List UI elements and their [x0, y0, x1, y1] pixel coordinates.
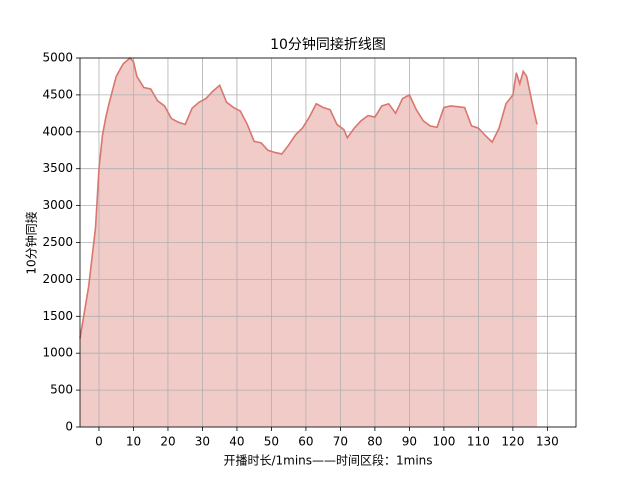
- x-tick-label: 50: [264, 435, 279, 449]
- x-tick-label: 10: [126, 435, 141, 449]
- x-tick-label: 40: [229, 435, 244, 449]
- y-tick-label: 4000: [42, 124, 73, 138]
- x-tick-label: 110: [467, 435, 490, 449]
- line: [79, 56, 538, 339]
- plot-frame: [79, 57, 577, 428]
- x-tick-label: 90: [402, 435, 417, 449]
- x-tick-label: 70: [333, 435, 348, 449]
- y-tick-label: 5000: [42, 51, 73, 65]
- x-tick-label: 20: [160, 435, 175, 449]
- y-tick-label: 2500: [42, 235, 73, 249]
- x-tick-label: 120: [501, 435, 524, 449]
- x-tick-label: 100: [432, 435, 455, 449]
- y-tick-label: 0: [65, 420, 73, 434]
- y-tick-label: 3000: [42, 198, 73, 212]
- x-tick-label: 60: [298, 435, 313, 449]
- y-tick-label: 2000: [42, 272, 73, 286]
- x-axis-label: 开播时长/1mins——时间区段：1mins: [223, 453, 432, 468]
- y-tick-label: 1000: [42, 346, 73, 360]
- y-tick-label: 3500: [42, 161, 73, 175]
- y-tick-label: 4500: [42, 87, 73, 101]
- x-tick-label: 130: [536, 435, 559, 449]
- y-tick-label: 1500: [42, 309, 73, 323]
- x-tick-label: 0: [95, 435, 103, 449]
- y-tick-label: 500: [50, 383, 73, 397]
- y-axis-label: 10分钟同接: [24, 211, 39, 274]
- chart-title: 10分钟同接折线图: [270, 36, 386, 53]
- x-tick-label: 30: [195, 435, 210, 449]
- x-tick-label: 80: [367, 435, 382, 449]
